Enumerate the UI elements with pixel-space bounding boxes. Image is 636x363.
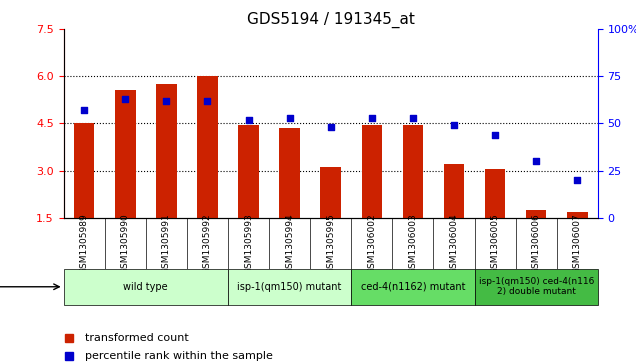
Text: GSM1305992: GSM1305992	[203, 213, 212, 274]
Text: transformed count: transformed count	[85, 334, 189, 343]
Bar	[228, 269, 351, 305]
Text: GSM1305990: GSM1305990	[121, 213, 130, 274]
Bar	[474, 269, 598, 305]
Text: ced-4(n1162) mutant: ced-4(n1162) mutant	[361, 282, 465, 292]
Text: GSM1305995: GSM1305995	[326, 213, 335, 274]
Bar	[238, 125, 259, 218]
Text: GSM1306007: GSM1306007	[573, 213, 582, 274]
Text: isp-1(qm150) mutant: isp-1(qm150) mutant	[237, 282, 342, 292]
Bar	[279, 128, 300, 218]
Text: GSM1306005: GSM1306005	[490, 213, 500, 274]
Point	[284, 115, 294, 121]
Point	[202, 98, 212, 104]
Text: GSM1305989: GSM1305989	[80, 213, 88, 274]
Point	[367, 115, 377, 121]
Bar	[444, 164, 464, 218]
Text: GSM1306003: GSM1306003	[408, 213, 417, 274]
Bar	[485, 169, 506, 218]
Point	[531, 158, 541, 164]
Bar	[115, 90, 135, 218]
Text: GSM1306002: GSM1306002	[368, 213, 377, 274]
Text: wild type: wild type	[123, 282, 168, 292]
Bar	[526, 210, 546, 218]
Point	[326, 124, 336, 130]
Point	[120, 96, 130, 102]
Text: GSM1305994: GSM1305994	[285, 213, 294, 274]
Bar	[74, 123, 94, 218]
Point	[572, 177, 583, 183]
Text: percentile rank within the sample: percentile rank within the sample	[85, 351, 273, 362]
Bar	[321, 167, 341, 218]
Title: GDS5194 / 191345_at: GDS5194 / 191345_at	[247, 12, 415, 28]
Point	[490, 132, 500, 138]
Text: isp-1(qm150) ced-4(n116
2) double mutant: isp-1(qm150) ced-4(n116 2) double mutant	[478, 277, 594, 297]
Text: GSM1305993: GSM1305993	[244, 213, 253, 274]
Text: GSM1306004: GSM1306004	[450, 213, 459, 274]
Bar	[567, 212, 588, 218]
Text: GSM1305991: GSM1305991	[162, 213, 171, 274]
Bar	[361, 125, 382, 218]
Point	[244, 117, 254, 123]
Text: GSM1306006: GSM1306006	[532, 213, 541, 274]
Bar	[403, 125, 423, 218]
Bar	[64, 269, 228, 305]
Point	[449, 122, 459, 128]
Bar	[156, 84, 177, 218]
Bar	[351, 269, 474, 305]
Point	[408, 115, 418, 121]
Point	[79, 107, 89, 113]
Point	[162, 98, 172, 104]
Bar	[197, 76, 218, 218]
